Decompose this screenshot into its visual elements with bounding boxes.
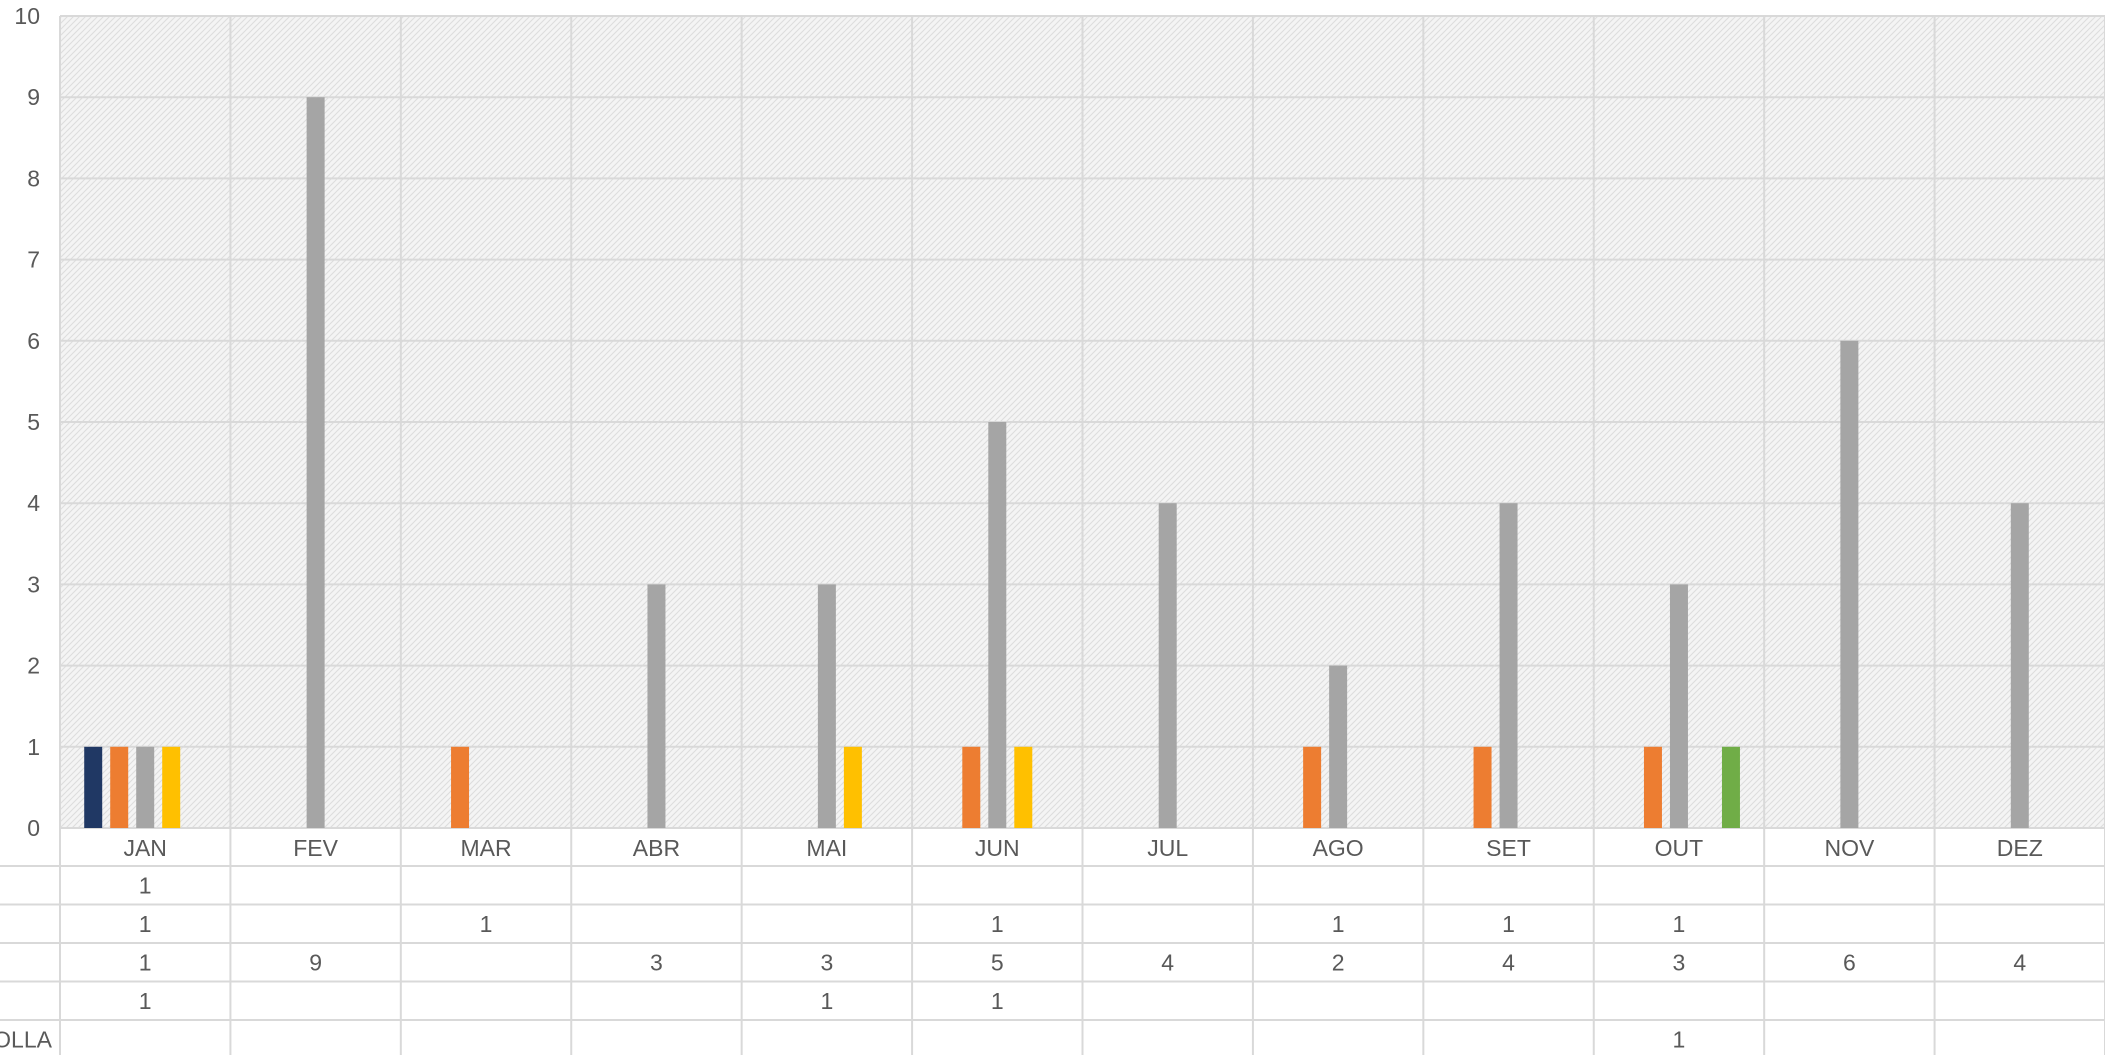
bar-jan-series-2 (110, 747, 128, 828)
bar-mai-series-4 (844, 747, 862, 828)
table-cell-value: 3 (650, 949, 663, 975)
bar-nov-series-3 (1840, 341, 1858, 828)
bar-abr-series-3 (647, 584, 665, 828)
bar-jan-series-4 (162, 747, 180, 828)
bar-jun-series-3 (988, 422, 1006, 828)
bar-mar-series-2 (451, 747, 469, 828)
table-cell-value: 9 (309, 949, 322, 975)
bar-out-series-5 (1722, 747, 1740, 828)
x-tick-label: JAN (123, 835, 166, 861)
table-cell-value: 1 (820, 988, 833, 1014)
table-cell-value: 5 (991, 949, 1004, 975)
table-cell-value: 2 (1332, 949, 1345, 975)
y-tick-label: 8 (27, 165, 40, 191)
x-tick-label: MAI (806, 835, 847, 861)
table-cell-value: 1 (1673, 911, 1686, 937)
x-tick-label: SET (1486, 835, 1531, 861)
bar-out-series-3 (1670, 584, 1688, 828)
table-cell-value: 3 (1673, 949, 1686, 975)
y-tick-label: 4 (27, 490, 40, 516)
bar-jan-series-1 (84, 747, 102, 828)
table-cell-value: 4 (2013, 949, 2026, 975)
table-cell-value: 1 (139, 949, 152, 975)
table-cell-value: 4 (1161, 949, 1174, 975)
bar-jun-series-2 (962, 747, 980, 828)
bar-jun-series-4 (1014, 747, 1032, 828)
y-tick-label: 3 (27, 571, 40, 597)
y-tick-label: 0 (27, 815, 40, 841)
y-tick-label: 10 (14, 3, 40, 29)
table-cell-value: 1 (991, 911, 1004, 937)
y-axis-tick-labels: 0 1 2 3 4 5 6 7 8 9 10 (14, 3, 40, 841)
y-tick-label: 2 (27, 653, 40, 679)
bar-mai-series-3 (818, 584, 836, 828)
bar-ago-series-2 (1303, 747, 1321, 828)
x-tick-label: MAR (460, 835, 511, 861)
table-cell-value: 1 (1673, 1026, 1686, 1052)
data-table-row-labels: OLLA (0, 1026, 53, 1052)
y-tick-label: 1 (27, 734, 40, 760)
table-cell-value: 4 (1502, 949, 1515, 975)
x-tick-label: DEZ (1997, 835, 2043, 861)
bar-out-series-2 (1644, 747, 1662, 828)
bar-jan-series-3 (136, 747, 154, 828)
bar-fev-series-3 (307, 97, 325, 828)
bar-jul-series-3 (1159, 503, 1177, 828)
table-cell-value: 1 (139, 911, 152, 937)
table-cell-value: 1 (480, 911, 493, 937)
y-tick-label: 6 (27, 328, 40, 354)
bar-set-series-2 (1474, 747, 1492, 828)
table-row-label: OLLA (0, 1026, 53, 1052)
table-cell-value: 1 (139, 872, 152, 898)
x-tick-label: OUT (1655, 835, 1704, 861)
y-tick-label: 7 (27, 247, 40, 273)
table-cell-value: 6 (1843, 949, 1856, 975)
x-tick-label: NOV (1824, 835, 1875, 861)
table-cell-value: 1 (991, 988, 1004, 1014)
x-tick-label: JUN (975, 835, 1020, 861)
bar-set-series-3 (1500, 503, 1518, 828)
table-cell-value: 1 (1502, 911, 1515, 937)
bar-dez-series-3 (2011, 503, 2029, 828)
x-tick-label: JUL (1147, 835, 1188, 861)
table-cell-value: 1 (1332, 911, 1345, 937)
table-cell-value: 3 (820, 949, 833, 975)
x-tick-label: AGO (1313, 835, 1364, 861)
x-tick-label: ABR (633, 835, 680, 861)
table-cell-value: 1 (139, 988, 152, 1014)
y-tick-label: 9 (27, 84, 40, 110)
x-tick-label: FEV (293, 835, 338, 861)
y-tick-label: 5 (27, 409, 40, 435)
bar-ago-series-3 (1329, 666, 1347, 828)
